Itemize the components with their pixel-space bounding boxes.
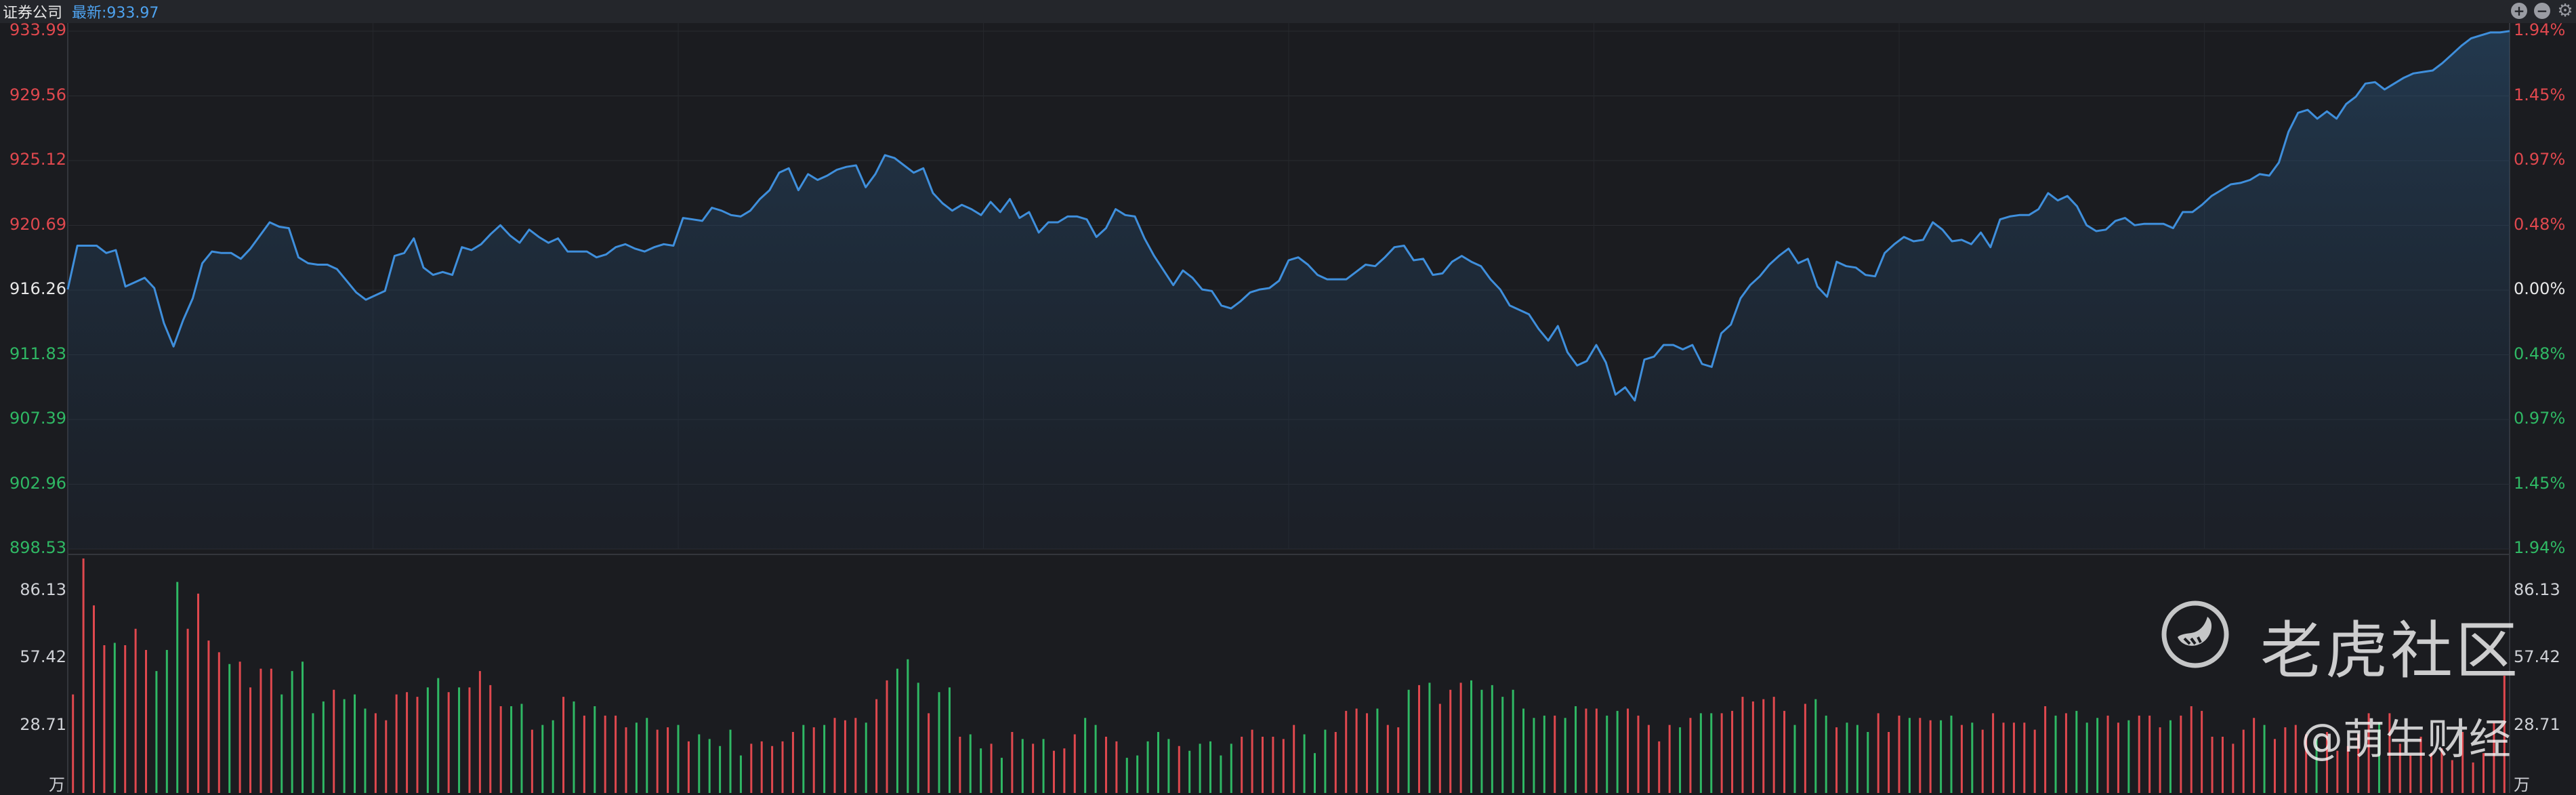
watermark-brand: 老虎社区 [2260,615,2521,687]
zoom-in-icon[interactable]: + [2511,3,2527,19]
tiger-logo-icon [2161,600,2229,668]
volume-tick-label: 28.71 [20,714,66,734]
price-tick-label: 898.53 [9,538,66,557]
percent-tick-label: 1.94% [2514,20,2566,39]
percent-tick-label: 0.00% [2514,279,2566,298]
volume-unit-label: 万 [2514,775,2530,794]
percent-tick-label: 0.97% [2514,150,2566,169]
gear-icon[interactable]: ⚙ [2557,1,2573,21]
volume-tick-label-right: 28.71 [2514,714,2560,734]
volume-tick-label: 57.42 [20,647,66,667]
percent-tick-label: 0.97% [2514,409,2566,428]
price-tick-label: 933.99 [9,20,66,39]
percent-tick-label: 0.48% [2514,344,2566,363]
volume-tick-label: 86.13 [20,579,66,599]
latest-price: 最新:933.97 [72,5,159,22]
price-area [68,30,2510,550]
percent-tick-label: 1.45% [2514,473,2566,493]
volume-tick-label-right: 86.13 [2514,579,2560,599]
price-tick-label: 916.26 [9,279,66,298]
price-tick-label: 929.56 [9,85,66,104]
security-name: 证券公司 [3,5,63,22]
price-line [66,30,2510,402]
chart-controls: + − ⚙ [2511,1,2573,21]
volume-unit-label: 万 [49,775,65,794]
percent-tick-label: 1.94% [2514,538,2566,557]
percent-tick-label: 0.48% [2514,214,2566,234]
volume-tick-label-right: 57.42 [2514,647,2560,667]
percent-tick-label: 1.45% [2514,85,2566,104]
watermark-author: @萌生财经 [2301,714,2512,764]
price-tick-label: 920.69 [9,214,66,234]
price-tick-label: 907.39 [9,409,66,428]
chart-header: 证券公司 最新:933.97 + − ⚙ [0,0,2576,23]
price-tick-label: 911.83 [9,344,66,363]
price-tick-label: 925.12 [9,150,66,169]
price-tick-label: 902.96 [9,473,66,493]
zoom-out-icon[interactable]: − [2534,3,2550,19]
